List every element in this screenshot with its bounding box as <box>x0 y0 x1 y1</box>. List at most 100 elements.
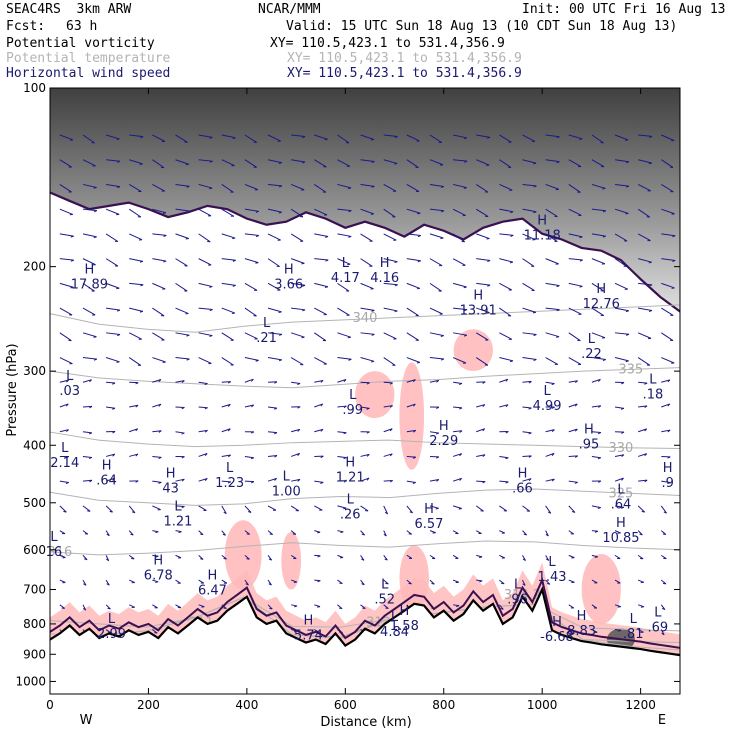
wind-vector-head <box>456 605 460 608</box>
wind-vector <box>314 233 329 237</box>
wind-vector <box>476 454 486 457</box>
wind-vector <box>499 282 512 291</box>
wind-vector-head <box>385 582 389 585</box>
wind-vector <box>221 134 236 139</box>
y-axis-label: Pressure (hPa) <box>5 343 20 436</box>
low-marker: L <box>654 606 662 621</box>
wind-vector <box>82 405 92 408</box>
wind-vector-head <box>389 405 393 408</box>
wind-vector <box>453 307 468 311</box>
wind-vector-head <box>523 533 527 536</box>
wind-vector <box>522 282 535 291</box>
wind-vector <box>198 478 208 482</box>
wind-vector <box>429 307 443 315</box>
wind-vector <box>337 405 347 408</box>
y-tick-label: 800 <box>23 617 46 631</box>
wind-vector-head <box>158 403 162 407</box>
wind-vector <box>499 480 509 483</box>
extremum-value: 3.66 <box>274 277 303 292</box>
wind-vector <box>614 258 627 267</box>
wind-vector <box>452 233 465 243</box>
wind-vector-head <box>574 481 578 484</box>
wind-vector <box>638 405 648 408</box>
wind-vector-head <box>533 162 537 165</box>
wind-vector <box>59 258 74 261</box>
wind-vector-head <box>435 507 439 510</box>
high-marker: H <box>663 461 673 476</box>
wind-vector <box>59 184 72 193</box>
wind-vector <box>291 452 300 457</box>
wind-vector <box>175 505 185 507</box>
wind-vector <box>406 307 419 317</box>
wind-vector <box>383 332 397 340</box>
wind-vector-head <box>644 479 648 483</box>
wind-vector <box>198 453 208 457</box>
high-marker: H <box>439 419 449 434</box>
wind-vector <box>337 455 347 459</box>
wind-vector <box>106 183 121 188</box>
wind-vector-head <box>204 453 208 457</box>
wind-vector-head <box>200 533 204 536</box>
wind-vector-head <box>269 533 273 535</box>
wind-vector <box>452 453 462 457</box>
wind-vector-head <box>602 187 606 190</box>
wind-vector <box>267 477 277 482</box>
high-marker: H <box>380 256 390 271</box>
wind-vector <box>129 159 143 165</box>
wind-vector <box>244 134 257 143</box>
wind-vector <box>59 332 72 342</box>
wind-vector <box>152 282 166 290</box>
wind-vector <box>82 183 97 188</box>
wind-vector <box>661 184 674 193</box>
wind-vector <box>614 406 625 409</box>
wind-vector <box>383 233 397 241</box>
wind-vector <box>661 332 674 341</box>
wind-vector-head <box>459 477 463 481</box>
wind-vector <box>614 454 624 457</box>
extremum-value: 17.89 <box>71 277 108 292</box>
wind-vector <box>568 403 578 408</box>
wind-vector-head <box>93 236 97 239</box>
wind-vector-head <box>343 379 347 383</box>
wind-vector-head <box>255 210 259 213</box>
wind-vector <box>476 233 490 240</box>
wind-vector-head <box>639 533 643 536</box>
wind-vector-head <box>112 382 116 385</box>
wind-vector-head <box>70 286 74 289</box>
wind-vector <box>475 208 489 217</box>
wind-vector <box>406 134 420 142</box>
low-marker: L <box>543 384 551 399</box>
wind-vector-head <box>505 378 509 382</box>
wind-vector-head <box>594 530 599 533</box>
wind-vector <box>476 307 490 314</box>
wind-vector <box>267 282 281 291</box>
wind-vector <box>568 233 583 238</box>
wind-vector-head <box>181 456 185 459</box>
wind-vector <box>591 134 604 144</box>
wind-vector <box>614 282 628 290</box>
wind-vector <box>499 455 509 459</box>
x-axis-label: Distance (km) <box>320 715 411 730</box>
wind-vector-head <box>140 136 144 139</box>
wind-vector <box>314 208 328 216</box>
high-marker: H <box>84 262 94 277</box>
wind-vector <box>638 428 647 433</box>
wind-vector-head <box>528 407 532 410</box>
x-tick-label: 400 <box>235 698 258 712</box>
wind-vector-head <box>343 480 347 483</box>
wind-vector <box>314 403 323 408</box>
wind-vector <box>638 159 652 164</box>
wind-vector-head <box>204 407 208 410</box>
wind-vector <box>221 332 234 341</box>
wind-vector-head <box>178 531 182 534</box>
wind-vector <box>337 307 350 316</box>
low-marker: L <box>588 332 596 347</box>
wind-vector-head <box>389 453 393 457</box>
wind-vector <box>198 332 213 337</box>
wind-vector <box>129 282 144 286</box>
wind-vector <box>638 307 653 312</box>
x-end-label-east: E <box>658 713 666 728</box>
wind-vector <box>59 307 73 316</box>
wind-vector-head <box>181 432 185 435</box>
extremum-value: .99 <box>342 403 363 418</box>
